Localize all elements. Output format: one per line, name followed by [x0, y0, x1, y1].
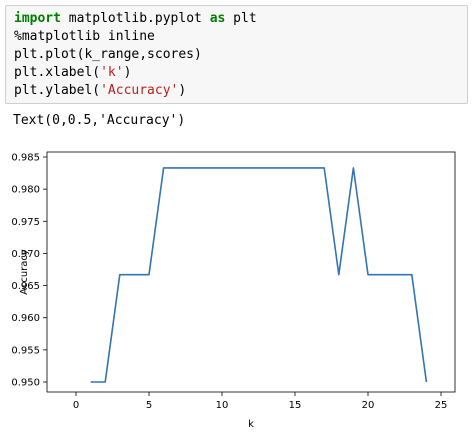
code-token: plt.plot(k_range,scores): [14, 47, 202, 62]
code-keyword: as: [209, 11, 226, 26]
y-tick-label: 0.985: [11, 153, 40, 164]
x-tick-label: 25: [435, 400, 448, 411]
y-tick-label: 0.980: [11, 185, 40, 196]
y-axis-label: Accuracy: [19, 249, 30, 295]
code-line: import matplotlib.pyplot as plt: [14, 10, 467, 28]
code-token: %matplotlib inline: [14, 29, 155, 44]
code-token: ): [178, 83, 187, 98]
code-line: %matplotlib inline: [14, 28, 467, 46]
x-tick-label: 10: [216, 400, 229, 411]
code-line: plt.xlabel('k'): [14, 64, 467, 82]
x-tick-label: 5: [146, 400, 152, 411]
y-tick-label: 0.960: [11, 313, 40, 324]
code-token: plt.ylabel(: [14, 83, 101, 98]
x-tick-label: 0: [73, 400, 79, 411]
code-editor[interactable]: import matplotlib.pyplot as plt %matplotl…: [14, 10, 467, 100]
series-line-scores: [90, 167, 428, 383]
y-tick-label: 0.950: [11, 378, 40, 389]
code-cell[interactable]: import matplotlib.pyplot as plt %matplotl…: [5, 5, 468, 104]
code-string: 'Accuracy': [100, 83, 179, 98]
code-line: plt.ylabel('Accuracy'): [14, 82, 467, 100]
output-text: Text(0,0.5,'Accuracy'): [13, 113, 186, 128]
y-tick-label: 0.970: [11, 249, 40, 260]
code-token: ): [123, 65, 132, 80]
x-tick-label: 15: [289, 400, 302, 411]
x-axis-label: k: [248, 419, 254, 430]
code-keyword: import: [14, 11, 61, 26]
plot-frame: [46, 151, 456, 393]
y-tick-label: 0.965: [11, 281, 40, 292]
y-tick-label: 0.975: [11, 217, 40, 228]
x-tick-label: 20: [362, 400, 375, 411]
y-tick-label: 0.955: [11, 345, 40, 356]
code-token: plt.xlabel(: [14, 65, 101, 80]
code-token: plt: [225, 11, 257, 26]
code-line: plt.plot(k_range,scores): [14, 46, 467, 64]
code-token: matplotlib.pyplot: [60, 11, 210, 26]
code-string: 'k': [100, 65, 124, 80]
